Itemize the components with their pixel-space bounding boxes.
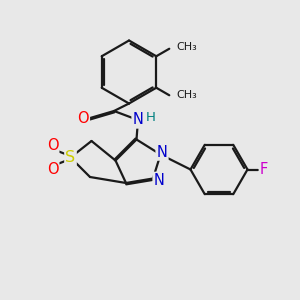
Text: CH₃: CH₃ <box>177 42 197 52</box>
Text: H: H <box>146 111 155 124</box>
Text: N: N <box>157 145 167 160</box>
Text: S: S <box>65 150 76 165</box>
Text: O: O <box>47 138 58 153</box>
Text: F: F <box>260 162 268 177</box>
Text: N: N <box>133 112 143 128</box>
Text: CH₃: CH₃ <box>177 90 197 100</box>
Text: O: O <box>47 162 58 177</box>
Text: N: N <box>154 173 164 188</box>
Text: O: O <box>77 111 89 126</box>
